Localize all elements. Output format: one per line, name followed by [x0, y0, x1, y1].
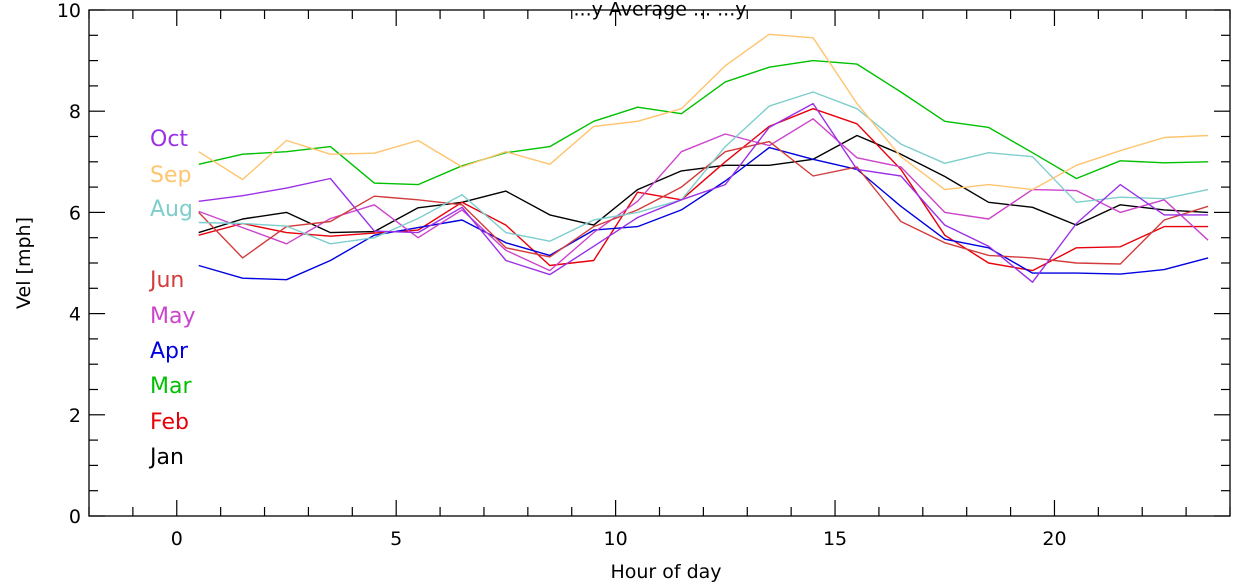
legend: Oct Sep Aug Jun May Apr Mar Feb Jan [148, 127, 195, 470]
series-lines [198, 33, 1209, 283]
x-tick-label: 10 [604, 528, 628, 550]
series-line-oct [198, 102, 1209, 283]
y-axis-label: Vel [mph] [13, 217, 35, 309]
x-tick-label: 0 [171, 528, 183, 550]
y-tick-label: 2 [69, 405, 81, 427]
legend-label-mar: Mar [150, 374, 192, 399]
x-tick-label: 20 [1042, 528, 1066, 550]
series-line-sep [198, 33, 1209, 191]
legend-label-may: May [150, 304, 195, 329]
legend-label-sep: Sep [150, 163, 191, 188]
y-axis-tick-labels: 0 2 4 6 8 10 [57, 0, 81, 528]
legend-label-apr: Apr [150, 339, 189, 364]
x-tick-label: 15 [823, 528, 847, 550]
x-axis-label: Hour of day [610, 561, 721, 583]
series-line-may [198, 118, 1209, 272]
y-tick-label: 6 [69, 202, 81, 224]
series-line-feb [198, 107, 1209, 272]
legend-label-feb: Feb [150, 410, 189, 435]
series-line-mar [198, 59, 1209, 186]
series-line-jan [198, 134, 1209, 234]
legend-label-jun: Jun [148, 268, 184, 293]
series-line-aug [198, 91, 1209, 245]
y-tick-label: 4 [69, 304, 81, 326]
x-axis-ticks [88, 10, 1231, 516]
legend-label-aug: Aug [150, 197, 193, 222]
y-tick-label: 10 [57, 0, 81, 22]
legend-label-jan: Jan [148, 445, 184, 470]
y-axis-ticks [89, 9, 1230, 517]
series-line-jun [198, 140, 1209, 265]
legend-label-oct: Oct [150, 127, 188, 152]
plot-area-frame [88, 9, 1231, 517]
x-axis-tick-labels: 0 5 10 15 20 [171, 528, 1067, 550]
y-tick-label: 0 [69, 506, 81, 528]
x-tick-label: 5 [390, 528, 402, 550]
y-tick-label: 8 [69, 101, 81, 123]
